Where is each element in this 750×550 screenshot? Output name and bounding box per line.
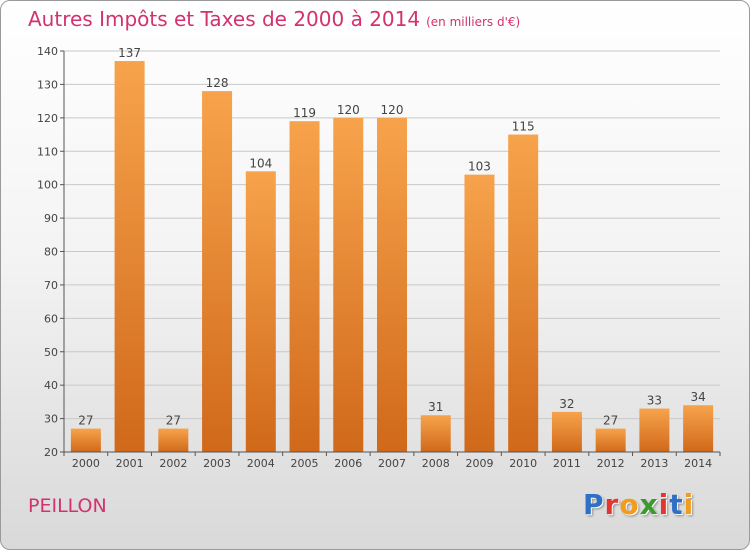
x-tick-label: 2008 <box>422 457 450 470</box>
x-tick-label: 2000 <box>72 457 100 470</box>
y-axis-ticks: 20 30 40 50 60 70 80 90 100 110 120 130 140 <box>37 45 64 459</box>
axes <box>63 51 720 453</box>
data-label: 27 <box>166 414 181 428</box>
y-tick-label: 20 <box>44 446 58 459</box>
logo-letter: P <box>583 488 605 521</box>
data-label: 137 <box>118 46 141 60</box>
bar-2007 <box>377 117 407 452</box>
data-label: 33 <box>647 394 662 408</box>
bar-2011 <box>551 411 582 452</box>
y-tick-label: 70 <box>44 279 58 292</box>
x-tick-label: 2001 <box>116 457 144 470</box>
bar-2001 <box>114 61 145 453</box>
bar-2004 <box>245 171 276 453</box>
x-tick-label: 2012 <box>597 457 625 470</box>
y-tick-label: 30 <box>44 413 58 426</box>
x-axis-ticks: 2000 2001 2002 2003 2004 2005 2006 2007 2008 2009… <box>63 452 721 470</box>
y-tick-label: 90 <box>44 212 58 225</box>
data-label: 27 <box>603 414 618 428</box>
bar-2006 <box>333 117 364 452</box>
y-tick-label: 120 <box>37 112 58 125</box>
data-label: 31 <box>428 400 443 414</box>
x-tick-label: 2011 <box>553 457 581 470</box>
data-label: 128 <box>206 76 229 90</box>
logo-letter: t <box>669 488 684 521</box>
data-label: 120 <box>381 103 404 117</box>
logo-letter: i <box>658 488 670 521</box>
x-tick-label: 2010 <box>509 457 537 470</box>
data-label: 119 <box>293 106 316 120</box>
x-tick-label: 2013 <box>640 457 668 470</box>
data-label: 27 <box>78 414 93 428</box>
data-label: 120 <box>337 103 360 117</box>
y-tick-label: 60 <box>44 312 58 325</box>
y-tick-label: 110 <box>37 145 58 158</box>
y-tick-label: 50 <box>44 346 58 359</box>
x-tick-label: 2009 <box>465 457 493 470</box>
bar-2008 <box>420 415 451 452</box>
bars <box>70 61 714 453</box>
bar-2010 <box>508 134 539 452</box>
x-tick-label: 2004 <box>247 457 275 470</box>
logo-letter: x <box>639 488 659 521</box>
data-label: 32 <box>559 397 574 411</box>
place-name: PEILLON <box>28 495 107 517</box>
bar-2000 <box>70 428 101 452</box>
logo-letter: i <box>683 488 695 521</box>
x-tick-label: 2002 <box>159 457 187 470</box>
y-tick-label: 100 <box>37 179 58 192</box>
proxiti-logo: Proxiti <box>583 488 694 521</box>
bar-2005 <box>289 121 320 453</box>
bar-2003 <box>202 91 233 452</box>
y-tick-label: 80 <box>44 246 58 259</box>
x-tick-label: 2014 <box>684 457 712 470</box>
chart-subtitle: (en milliers d'€) <box>426 15 521 29</box>
data-label: 104 <box>249 156 272 170</box>
bar-2014 <box>683 405 714 452</box>
bar-2012 <box>595 428 626 452</box>
y-tick-label: 130 <box>37 78 58 91</box>
data-label: 34 <box>690 390 705 404</box>
x-tick-label: 2006 <box>334 457 362 470</box>
chart-title-text: Autres Impôts et Taxes de 2000 à 2014 <box>28 7 421 31</box>
bar-2013 <box>639 408 670 452</box>
logo-letter: r <box>604 488 620 521</box>
y-tick-label: 40 <box>44 379 58 392</box>
y-tick-label: 140 <box>37 45 58 58</box>
data-labels: 27 137 27 128 104 119 120 120 31 103 115 32 27 33 34 <box>78 46 706 428</box>
x-tick-label: 2003 <box>203 457 231 470</box>
bar-2009 <box>464 174 495 452</box>
data-label: 103 <box>468 160 491 174</box>
chart-title: Autres Impôts et Taxes de 2000 à 2014 (en… <box>28 7 520 31</box>
logo-letter: o <box>619 488 640 521</box>
x-tick-label: 2005 <box>291 457 319 470</box>
bar-2002 <box>158 428 189 452</box>
x-tick-label: 2007 <box>378 457 406 470</box>
data-label: 115 <box>512 120 535 134</box>
